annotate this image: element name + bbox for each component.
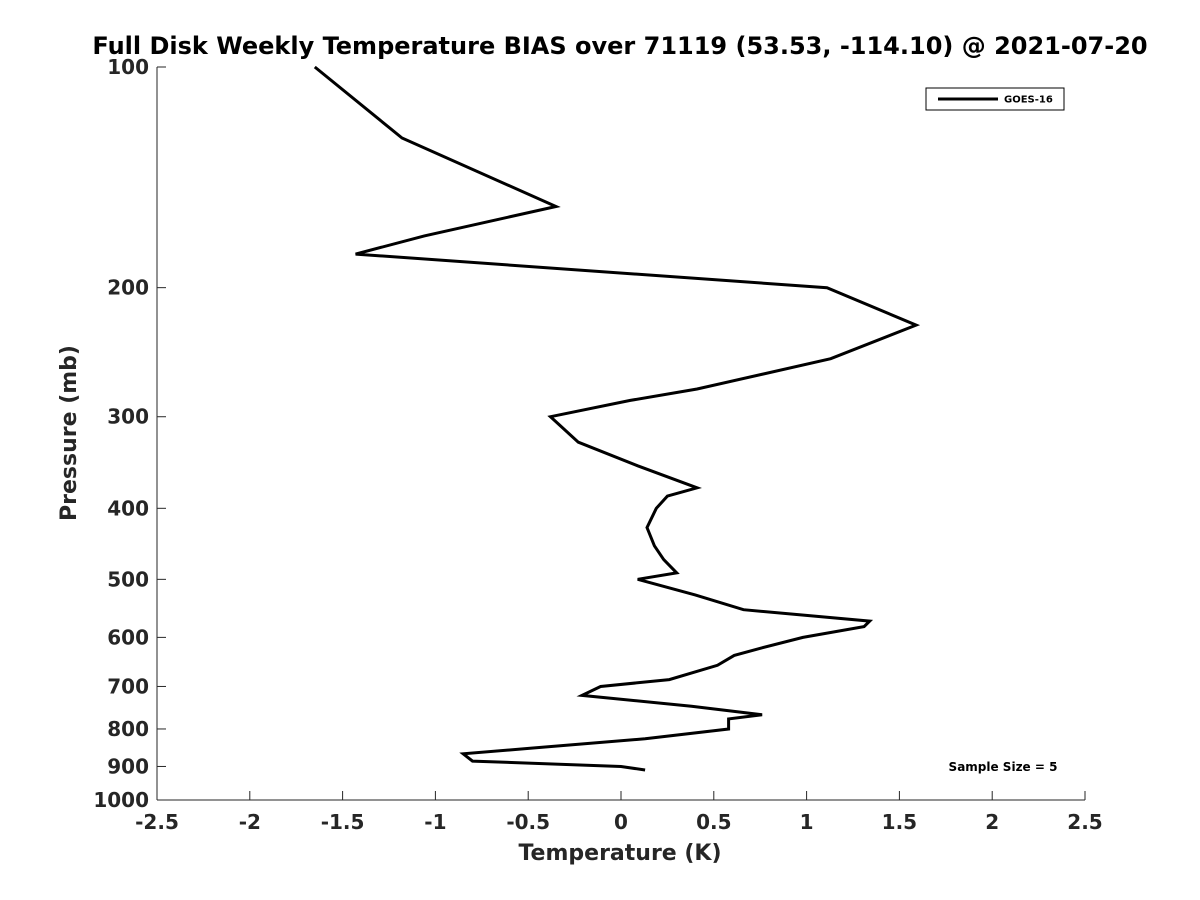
y-tick-label: 1000 bbox=[93, 788, 149, 812]
y-tick-label: 600 bbox=[107, 625, 149, 649]
y-tick-label: 200 bbox=[107, 276, 149, 300]
y-tick-label: 700 bbox=[107, 674, 149, 698]
legend: GOES-16 bbox=[925, 87, 1065, 111]
x-tick-label: -2 bbox=[239, 810, 261, 834]
chart-title: Full Disk Weekly Temperature BIAS over 7… bbox=[92, 32, 1147, 60]
x-tick-label: 0.5 bbox=[696, 810, 731, 834]
x-tick-label: 0 bbox=[614, 810, 628, 834]
series-line-goes-16 bbox=[313, 65, 921, 772]
axes: -2.5 -2 -1.5 -1 -0.5 0 0.5 1 1.5 2 2.5 100 200 300 400… bbox=[93, 55, 1102, 834]
y-axis-label: Pressure (mb) bbox=[57, 345, 82, 521]
legend-label: GOES-16 bbox=[1004, 95, 1053, 106]
x-tick-label: 1 bbox=[800, 810, 814, 834]
y-tick-label: 400 bbox=[107, 496, 149, 520]
y-tick-label: 300 bbox=[107, 405, 149, 429]
x-tick-label: -2.5 bbox=[135, 810, 179, 834]
y-tick-label: 800 bbox=[107, 717, 149, 741]
sample-size-annotation: Sample Size = 5 bbox=[949, 760, 1058, 774]
x-tick-label: -0.5 bbox=[506, 810, 550, 834]
y-tick-label: 900 bbox=[107, 754, 149, 778]
x-tick-label: -1.5 bbox=[321, 810, 365, 834]
series-layer bbox=[313, 65, 921, 772]
y-tick-label: 500 bbox=[107, 567, 149, 591]
x-tick-label: -1 bbox=[424, 810, 446, 834]
x-axis-label: Temperature (K) bbox=[518, 841, 721, 866]
x-tick-label: 1.5 bbox=[882, 810, 917, 834]
x-tick-label: 2.5 bbox=[1067, 810, 1102, 834]
y-tick-label: 100 bbox=[107, 55, 149, 79]
x-tick-label: 2 bbox=[985, 810, 999, 834]
